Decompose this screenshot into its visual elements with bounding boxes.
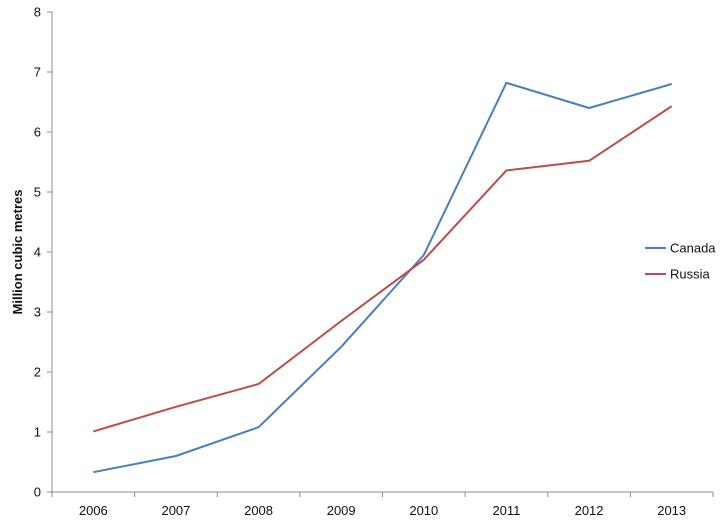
- x-axis: 2006 2007 2008 2009 2010 2011 2012 2013: [51, 491, 714, 518]
- x-tick-label: 2006: [79, 503, 108, 518]
- x-tick-label: 2008: [244, 503, 273, 518]
- y-tick-label: 3: [34, 305, 41, 320]
- legend-label-russia: Russia: [670, 267, 711, 282]
- legend-label-canada: Canada: [670, 241, 716, 256]
- y-tick-label: 1: [34, 425, 41, 440]
- y-tick-label: 5: [34, 185, 41, 200]
- series-lines: [93, 81, 673, 474]
- y-axis-title: Million cubic metres: [10, 190, 25, 315]
- series-line-canada: [93, 81, 672, 474]
- x-tick-label: 2011: [492, 503, 520, 518]
- x-tick-label: 2013: [657, 503, 686, 518]
- y-axis: 0 1 2 3 4 5 6 7 8: [34, 5, 53, 500]
- legend: Canada Russia: [645, 241, 716, 282]
- series-line-russia: [93, 105, 673, 433]
- x-tick-label: 2009: [327, 503, 356, 518]
- x-tick-label: 2010: [409, 503, 438, 518]
- x-tick-label: 2012: [575, 503, 604, 518]
- y-tick-label: 7: [34, 65, 41, 80]
- y-tick-label: 4: [34, 245, 41, 260]
- y-tick-label: 8: [34, 5, 41, 20]
- x-tick-label: 2007: [161, 503, 190, 518]
- y-tick-label: 0: [34, 485, 41, 500]
- y-tick-label: 6: [34, 125, 41, 140]
- y-tick-label: 2: [34, 365, 41, 380]
